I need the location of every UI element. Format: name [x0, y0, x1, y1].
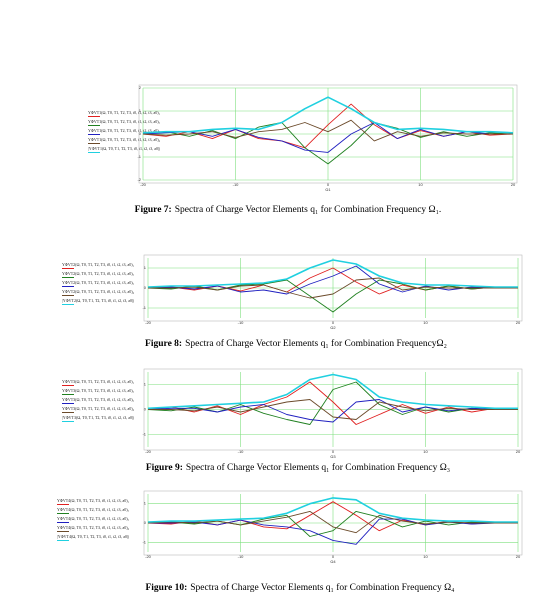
- y-tick-label: 0: [144, 285, 147, 290]
- series-line: [142, 119, 513, 142]
- y-tick-label: 0: [144, 520, 147, 525]
- y-tick-label: -1: [142, 432, 146, 437]
- x-tick-label: 0: [332, 554, 335, 559]
- plot-frame: [143, 368, 523, 451]
- x-tick-label: -10: [238, 449, 245, 454]
- series-line: [142, 96, 514, 134]
- series-line: [147, 399, 518, 423]
- legend-label: |YΦVT2(Ω, T0, T1, T2, T3, t0, t1, t2, t3…: [62, 298, 134, 304]
- legend-label: YΦVT3(Ω, T0, T1, T2, T3, t0, t1, t2, t3,…: [62, 379, 135, 385]
- y-tick-label: 0: [144, 407, 147, 412]
- x-tick-label: 0: [332, 449, 335, 454]
- x-tick-label: -10: [233, 182, 240, 187]
- x-tick-label: 20: [516, 554, 521, 559]
- legend-label: YΦVT3(Ω, T0, T1, T2, T3, t0, t1, t2, t3,…: [62, 388, 135, 394]
- x-axis-label: Ω4: [330, 559, 336, 564]
- x-tick-label: -20: [145, 449, 152, 454]
- x-tick-label: -10: [238, 554, 245, 559]
- legend-label: YΦVT4(Ω, T0, T1, T2, T3, t0, t1, t2, t3,…: [57, 507, 130, 513]
- y-tick-label: -1: [142, 305, 146, 310]
- caption-label: Figure 8:: [145, 339, 182, 349]
- x-axis-label: Ω3: [330, 454, 336, 459]
- y-tick-label: 1: [144, 265, 147, 270]
- legend-label: YΦVT1(Ω, T0, T1, T2, T3, t0, t1, t2, t3,…: [88, 137, 161, 143]
- legend-label: YΦVT2(Ω, T0, T1, T2, T3, t0, t1, t2, t3,…: [62, 262, 135, 268]
- legend-label: YΦVT2(Ω, T0, T1, T2, T3, t0, t1, t2, t3,…: [62, 289, 135, 295]
- x-tick-label: 0: [327, 182, 330, 187]
- series-line: [142, 122, 513, 153]
- legend-label: YΦVT1(Ω, T0, T1, T2, T3, t0, t1, t2, t3,…: [88, 119, 161, 125]
- caption-label: Figure 7:: [135, 205, 172, 215]
- caption-text: Spectra of Charge Vector Elements q₁ for…: [190, 582, 454, 593]
- series-line: [147, 497, 518, 523]
- y-tick-label: 1: [139, 108, 142, 113]
- series-line: [148, 277, 518, 299]
- x-tick-label: -20: [145, 320, 152, 325]
- x-tick-label: -10: [238, 320, 245, 325]
- x-tick-label: 10: [423, 449, 428, 454]
- legend-label: YΦVT3(Ω, T0, T1, T2, T3, t0, t1, t2, t3,…: [62, 406, 135, 412]
- x-tick-label: 20: [511, 182, 516, 187]
- caption-text: Spectra of Charge Vector Elements q₁ for…: [185, 338, 447, 349]
- series-line: [148, 399, 518, 420]
- legend-label: |YΦVT4(Ω, T0, T1, T2, T3, t0, t1, t2, t3…: [57, 534, 129, 540]
- y-tick-label: 1: [144, 501, 147, 506]
- legend-label: YΦVT1(Ω, T0, T1, T2, T3, t0, t1, t2, t3,…: [88, 128, 161, 134]
- legend-label: |YΦVT3(Ω, T0, T1, T2, T3, t0, t1, t2, t3…: [62, 415, 134, 421]
- legend-label: YΦVT1(Ω, T0, T1, T2, T3, t0, t1, t2, t3,…: [88, 110, 161, 116]
- legend-label: |YΦVT1(Ω, T0, T1, T2, T3, t0, t1, t2, t3…: [88, 146, 160, 152]
- series-line: [147, 510, 518, 534]
- figure-caption: Figure 10: Spectra of Charge Vector Eleme…: [145, 582, 454, 593]
- caption-text: Spectra of Charge Vector Elements q₁ for…: [175, 204, 442, 215]
- series-line: [147, 259, 518, 288]
- y-tick-label: 2: [139, 85, 142, 90]
- y-tick-label: -1: [142, 539, 146, 544]
- plot-frame: [143, 490, 523, 556]
- legend-label: YΦVT2(Ω, T0, T1, T2, T3, t0, t1, t2, t3,…: [62, 280, 135, 286]
- x-tick-label: 10: [418, 182, 423, 187]
- legend-label: YΦVT4(Ω, T0, T1, T2, T3, t0, t1, t2, t3,…: [57, 516, 130, 522]
- caption-label: Figure 9:: [146, 463, 183, 473]
- x-tick-label: 0: [332, 320, 335, 325]
- caption-text: Spectra of Charge Vector Elements q₁ for…: [186, 462, 450, 473]
- figure-caption: Figure 8: Spectra of Charge Vector Elemen…: [145, 338, 447, 349]
- series-line: [147, 373, 518, 410]
- x-axis-label: Ω2: [330, 325, 336, 330]
- series-line: [147, 265, 518, 295]
- x-tick-label: -20: [140, 182, 147, 187]
- y-tick-label: -1: [137, 154, 141, 159]
- x-tick-label: 10: [423, 554, 428, 559]
- x-tick-label: 10: [423, 320, 428, 325]
- x-tick-label: -20: [145, 554, 152, 559]
- y-tick-label: -2: [137, 177, 141, 182]
- y-tick-label: 1: [144, 382, 147, 387]
- x-axis-label: Ω1: [325, 187, 331, 192]
- figure-caption: Figure 7: Spectra of Charge Vector Elemen…: [135, 204, 442, 215]
- plot-frame: [143, 254, 523, 322]
- legend-label: YΦVT2(Ω, T0, T1, T2, T3, t0, t1, t2, t3,…: [62, 271, 135, 277]
- caption-label: Figure 10:: [145, 583, 187, 593]
- legend-label: YΦVT4(Ω, T0, T1, T2, T3, t0, t1, t2, t3,…: [57, 498, 130, 504]
- legend-label: YΦVT4(Ω, T0, T1, T2, T3, t0, t1, t2, t3,…: [57, 525, 130, 531]
- x-tick-label: 20: [516, 320, 521, 325]
- legend-label: YΦVT3(Ω, T0, T1, T2, T3, t0, t1, t2, t3,…: [62, 397, 135, 403]
- plot-frame: [138, 84, 518, 184]
- y-tick-label: 0: [139, 131, 142, 136]
- x-tick-label: 20: [516, 449, 521, 454]
- figure-caption: Figure 9: Spectra of Charge Vector Elemen…: [146, 462, 450, 473]
